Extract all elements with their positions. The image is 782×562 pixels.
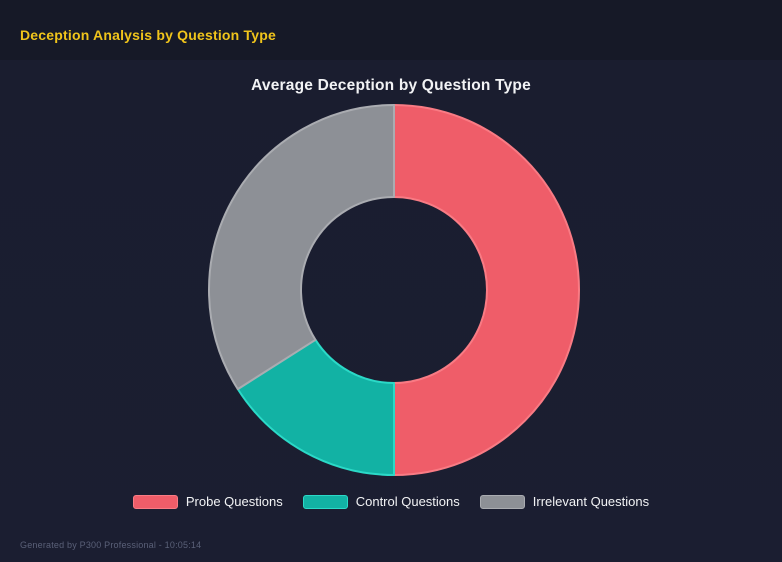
chart-legend: Probe Questions Control Questions Irrele… bbox=[0, 494, 782, 509]
legend-label-probe-questions: Probe Questions bbox=[185, 494, 283, 509]
chart-title: Average Deception by Question Type bbox=[251, 77, 531, 94]
legend-item-irrelevant-questions[interactable]: Irrelevant Questions bbox=[479, 494, 650, 509]
legend-item-control-questions[interactable]: Control Questions bbox=[302, 494, 460, 509]
legend-label-irrelevant-questions: Irrelevant Questions bbox=[532, 494, 650, 509]
report-footer: Generated by P300 Professional - 10:05:1… bbox=[20, 540, 202, 550]
donut-segment-0[interactable] bbox=[393, 104, 580, 476]
donut-segment-2[interactable] bbox=[208, 104, 395, 391]
report-title: Deception Analysis by Question Type bbox=[20, 27, 276, 43]
donut-chart[interactable] bbox=[205, 101, 583, 479]
donut-segment-1[interactable] bbox=[236, 338, 395, 476]
legend-swatch-irrelevant-questions bbox=[479, 494, 525, 509]
report-header: Deception Analysis by Question Type bbox=[0, 0, 782, 60]
chart-panel: Average Deception by Question Type Probe… bbox=[0, 60, 782, 562]
legend-item-probe-questions[interactable]: Probe Questions bbox=[132, 494, 283, 509]
legend-swatch-control-questions bbox=[302, 494, 348, 509]
legend-label-control-questions: Control Questions bbox=[355, 494, 460, 509]
legend-swatch-probe-questions bbox=[132, 494, 178, 509]
